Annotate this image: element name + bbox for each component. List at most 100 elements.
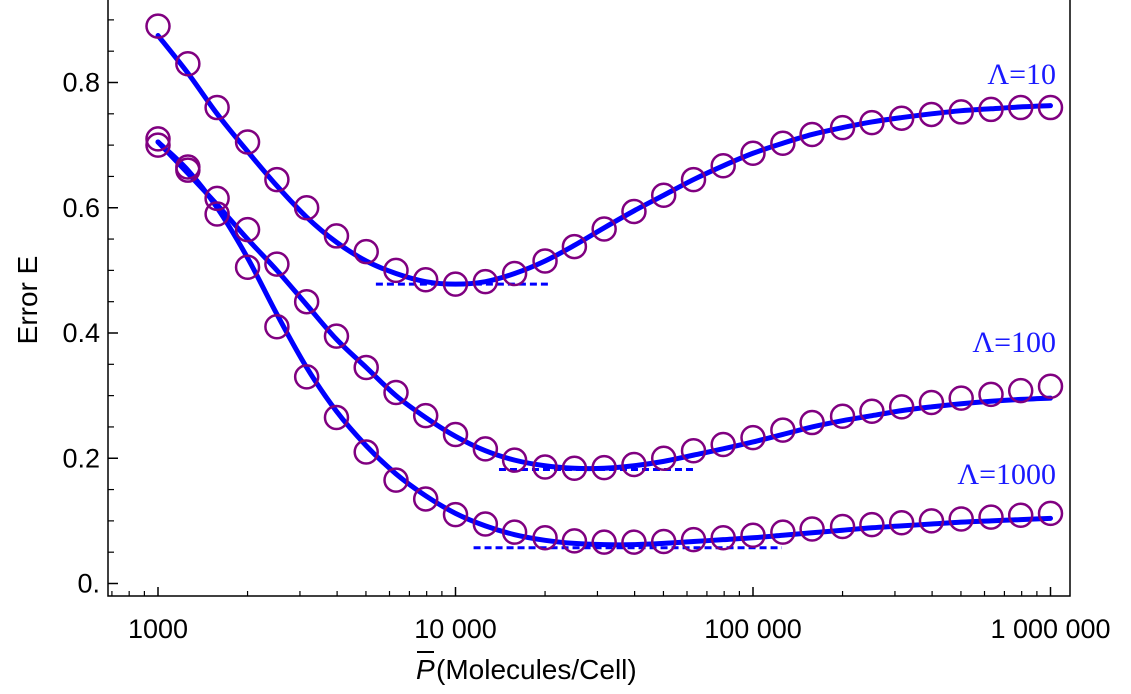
data-point [175,157,201,183]
data-point [1007,377,1034,404]
plot-frame [107,0,1071,597]
series-label: Λ=1000 [957,458,1056,491]
data-point [501,447,528,473]
data-point [1037,94,1064,121]
data-point [918,101,945,128]
x-tick-label: 10 000 [414,614,497,644]
data-point [145,132,171,158]
data-point [472,268,499,295]
data-point [383,467,409,493]
data-point [353,238,379,265]
data-point [859,511,885,538]
series-label: Λ=10 [987,58,1056,91]
data-point [978,504,1004,530]
data-point [770,519,796,545]
data-point [145,13,171,39]
data-point [948,506,974,532]
data-point [145,126,171,152]
data-point [799,409,825,436]
data-point [591,529,617,555]
data-point [621,451,647,478]
data-point [978,96,1004,123]
series-label: Λ=100 [972,326,1056,359]
data-point [710,431,736,458]
data-point [293,288,320,315]
data-point [293,364,320,390]
data-point [204,201,230,227]
data-point [204,185,230,212]
data-point [561,233,588,260]
data-point [888,510,915,536]
data-point [293,195,320,221]
x-axis-title-text: (Molecules/Cell) [436,654,637,685]
series-labels: Λ=10 Λ=100 Λ=1000 [957,58,1056,491]
data-point [501,519,528,545]
data-point [412,486,439,512]
fit-curve [155,139,1053,548]
data-point [710,525,736,551]
data-point [740,522,766,549]
data-point [888,105,915,131]
data-point [323,323,350,349]
x-tick-label: 1 000 000 [990,614,1110,644]
fit-curve [155,33,1053,287]
data-point [204,94,230,121]
x-axis-ticks: 1000 10 000 100 000 1 000 000 [111,587,1111,644]
data-point [353,439,379,465]
data-point [918,389,945,416]
fit-curve [155,139,1053,472]
data-point [442,421,469,448]
data-point [175,50,201,77]
x-axis-symbol: P [416,654,435,685]
data-point [948,385,974,411]
data-point [978,381,1004,408]
data-point [591,454,617,481]
data-point [532,454,558,480]
data-point [323,404,350,431]
data-point [234,254,261,280]
data-point [650,445,677,471]
data-point [383,257,409,284]
data-point [918,508,945,534]
fit-curves [155,33,1053,548]
data-point [234,129,261,155]
data-point [710,153,736,179]
data-point [561,455,588,482]
data-point [740,424,766,451]
data-point [829,114,856,141]
data-point [650,182,677,208]
data-point [264,166,290,193]
data-point [1007,502,1034,528]
data-point [412,267,439,293]
data-point [799,121,825,148]
y-tick-label: 0.8 [62,68,100,98]
data-point [680,166,707,193]
data-point [1037,373,1064,399]
data-point [532,248,558,274]
data-point [472,511,499,537]
data-point [621,198,647,225]
data-markers [145,13,1064,555]
data-point [829,513,856,540]
y-axis-ticks: 0. 0.2 0.4 0.6 0.8 [62,19,118,599]
data-point [1007,94,1034,121]
data-point [1037,500,1064,527]
data-point [770,130,796,156]
y-axis-title: Error E [12,256,43,345]
data-point [353,354,379,381]
data-point [770,417,796,443]
data-point [323,223,350,249]
data-point [859,398,885,425]
data-point [799,516,825,542]
data-point [383,379,409,406]
data-point [680,437,707,464]
data-point [561,528,588,554]
data-point [650,528,677,555]
data-point [859,109,885,136]
data-point [532,525,558,551]
data-point [621,529,647,555]
data-point [888,394,915,420]
data-point [442,271,469,297]
y-tick-label: 0. [77,569,100,599]
